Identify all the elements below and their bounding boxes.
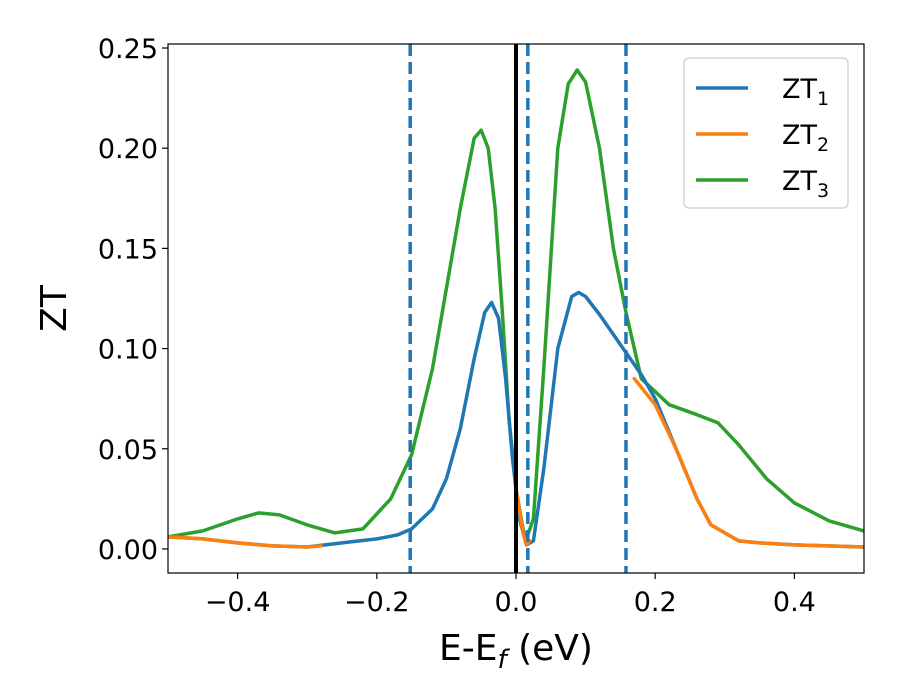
plot-lines [168,44,864,573]
x-axis-title: E-Ef (eV) [439,628,593,675]
legend-box [683,57,849,209]
y-tick-label: 0.00 [98,535,158,566]
y-tick-label: 0.05 [98,435,158,466]
x-tick-label: −0.4 [205,587,271,618]
x-tick-label: 0.0 [495,587,538,618]
series-line-zt2 [168,535,323,549]
legend-label-zt1: ZT1 [782,74,829,110]
x-tick-label: 0.4 [773,587,816,618]
y-tick-label: 0.15 [98,234,158,265]
legend-label-zt2: ZT2 [782,120,829,156]
x-tick-label: 0.2 [634,587,677,618]
legend-label-zt3: ZT3 [782,166,829,202]
series-line-zt2-seg1 [632,376,864,549]
axes: −0.4 −0.2 0.0 0.2 0.4 0.00 0.05 0.10 0.15 0.20 0.2… [34,34,865,675]
plot-area [168,44,864,573]
series-line-zt2-seg2 [514,487,532,547]
x-tick-label: −0.2 [344,587,410,618]
y-tick-label: 0.10 [98,335,158,366]
y-axis-title: ZT [34,284,75,332]
y-tick-label: 0.20 [98,134,158,165]
y-tick-label: 0.25 [98,34,158,65]
legend: ZT1 ZT2 ZT3 [683,57,849,209]
